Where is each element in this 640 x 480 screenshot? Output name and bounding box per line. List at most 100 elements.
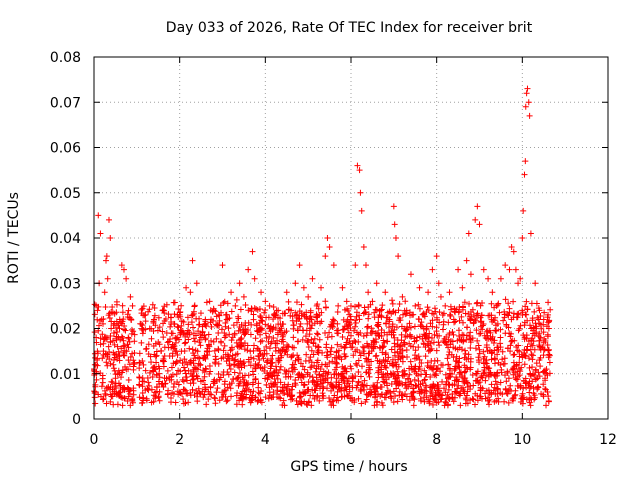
y-tick-label: 0.04 — [50, 231, 81, 247]
data-point — [190, 308, 197, 315]
data-point — [226, 356, 233, 363]
data-point — [270, 303, 277, 310]
data-point — [461, 299, 468, 306]
data-point — [284, 342, 291, 349]
data-point — [180, 396, 187, 403]
data-point — [97, 341, 104, 348]
data-point — [430, 366, 437, 373]
data-point — [270, 316, 277, 323]
data-point — [102, 392, 109, 399]
data-point — [268, 359, 275, 366]
data-point — [340, 326, 347, 333]
data-point — [259, 318, 266, 325]
data-point — [156, 365, 163, 372]
data-point — [303, 351, 310, 358]
data-point — [229, 352, 236, 359]
data-point — [97, 230, 104, 237]
data-point — [406, 371, 413, 378]
data-point — [169, 371, 176, 378]
data-point — [381, 379, 388, 386]
data-point — [305, 344, 312, 351]
data-point — [488, 312, 495, 319]
data-point — [120, 266, 127, 273]
data-point — [405, 383, 412, 390]
data-point — [356, 349, 363, 356]
data-point — [495, 359, 502, 366]
data-point — [387, 370, 394, 377]
data-point — [250, 355, 257, 362]
data-point — [389, 297, 396, 304]
data-point — [425, 289, 432, 296]
data-point — [370, 345, 377, 352]
data-point — [221, 388, 228, 395]
data-point — [303, 314, 310, 321]
data-point — [459, 284, 466, 291]
data-point — [102, 303, 109, 310]
data-point — [289, 361, 296, 368]
data-point — [354, 162, 361, 169]
data-point — [484, 364, 491, 371]
data-point — [344, 305, 351, 312]
x-tick-label: 8 — [432, 432, 441, 448]
data-point — [216, 312, 223, 319]
data-point — [324, 235, 331, 241]
data-point — [545, 325, 552, 332]
data-point — [247, 362, 254, 369]
data-point — [451, 367, 458, 374]
data-point — [438, 395, 445, 402]
data-point — [391, 326, 398, 333]
data-point — [506, 309, 513, 316]
data-point — [334, 341, 341, 348]
data-point — [472, 316, 479, 323]
data-point — [526, 364, 533, 371]
data-point — [392, 235, 399, 241]
data-point — [328, 374, 335, 381]
data-point — [317, 366, 324, 373]
data-point — [547, 306, 554, 313]
data-point — [295, 370, 302, 377]
data-point — [285, 368, 292, 375]
data-point — [158, 347, 165, 354]
data-point — [497, 340, 504, 347]
data-point — [532, 280, 539, 287]
data-point — [356, 167, 363, 174]
data-point — [252, 394, 259, 401]
data-point — [110, 361, 117, 368]
data-point — [351, 303, 358, 310]
ticks: 0 2 4 6 8 10 12 0 0.01 0.02 0.03 0.04 0.05 0.06 0.07 0.… — [50, 50, 617, 448]
y-tick-label: 0.01 — [50, 367, 81, 383]
data-point — [467, 382, 474, 389]
data-point — [520, 385, 527, 392]
data-point — [136, 374, 143, 381]
data-point — [193, 365, 200, 372]
data-point — [510, 314, 517, 321]
data-point — [510, 310, 517, 317]
data-point — [360, 332, 367, 339]
data-point — [119, 367, 126, 374]
data-point — [417, 397, 424, 404]
data-point — [403, 347, 410, 354]
data-point — [99, 375, 106, 382]
data-point — [460, 319, 467, 326]
data-point — [136, 394, 143, 401]
data-point — [433, 347, 440, 354]
data-point — [172, 348, 179, 355]
data-point — [149, 301, 156, 308]
data-point — [478, 318, 485, 325]
data-point — [294, 314, 301, 321]
data-point — [501, 372, 508, 379]
data-point — [447, 313, 454, 320]
data-point — [271, 375, 278, 382]
data-point — [464, 400, 471, 407]
data-point — [214, 322, 221, 329]
data-point — [515, 342, 522, 349]
data-point — [526, 389, 533, 396]
data-point — [352, 339, 359, 346]
data-point — [393, 324, 400, 331]
data-point — [527, 370, 534, 377]
data-point — [389, 308, 396, 315]
data-point — [218, 326, 225, 333]
data-point — [270, 324, 277, 331]
data-point — [275, 359, 282, 366]
data-point — [444, 355, 451, 362]
